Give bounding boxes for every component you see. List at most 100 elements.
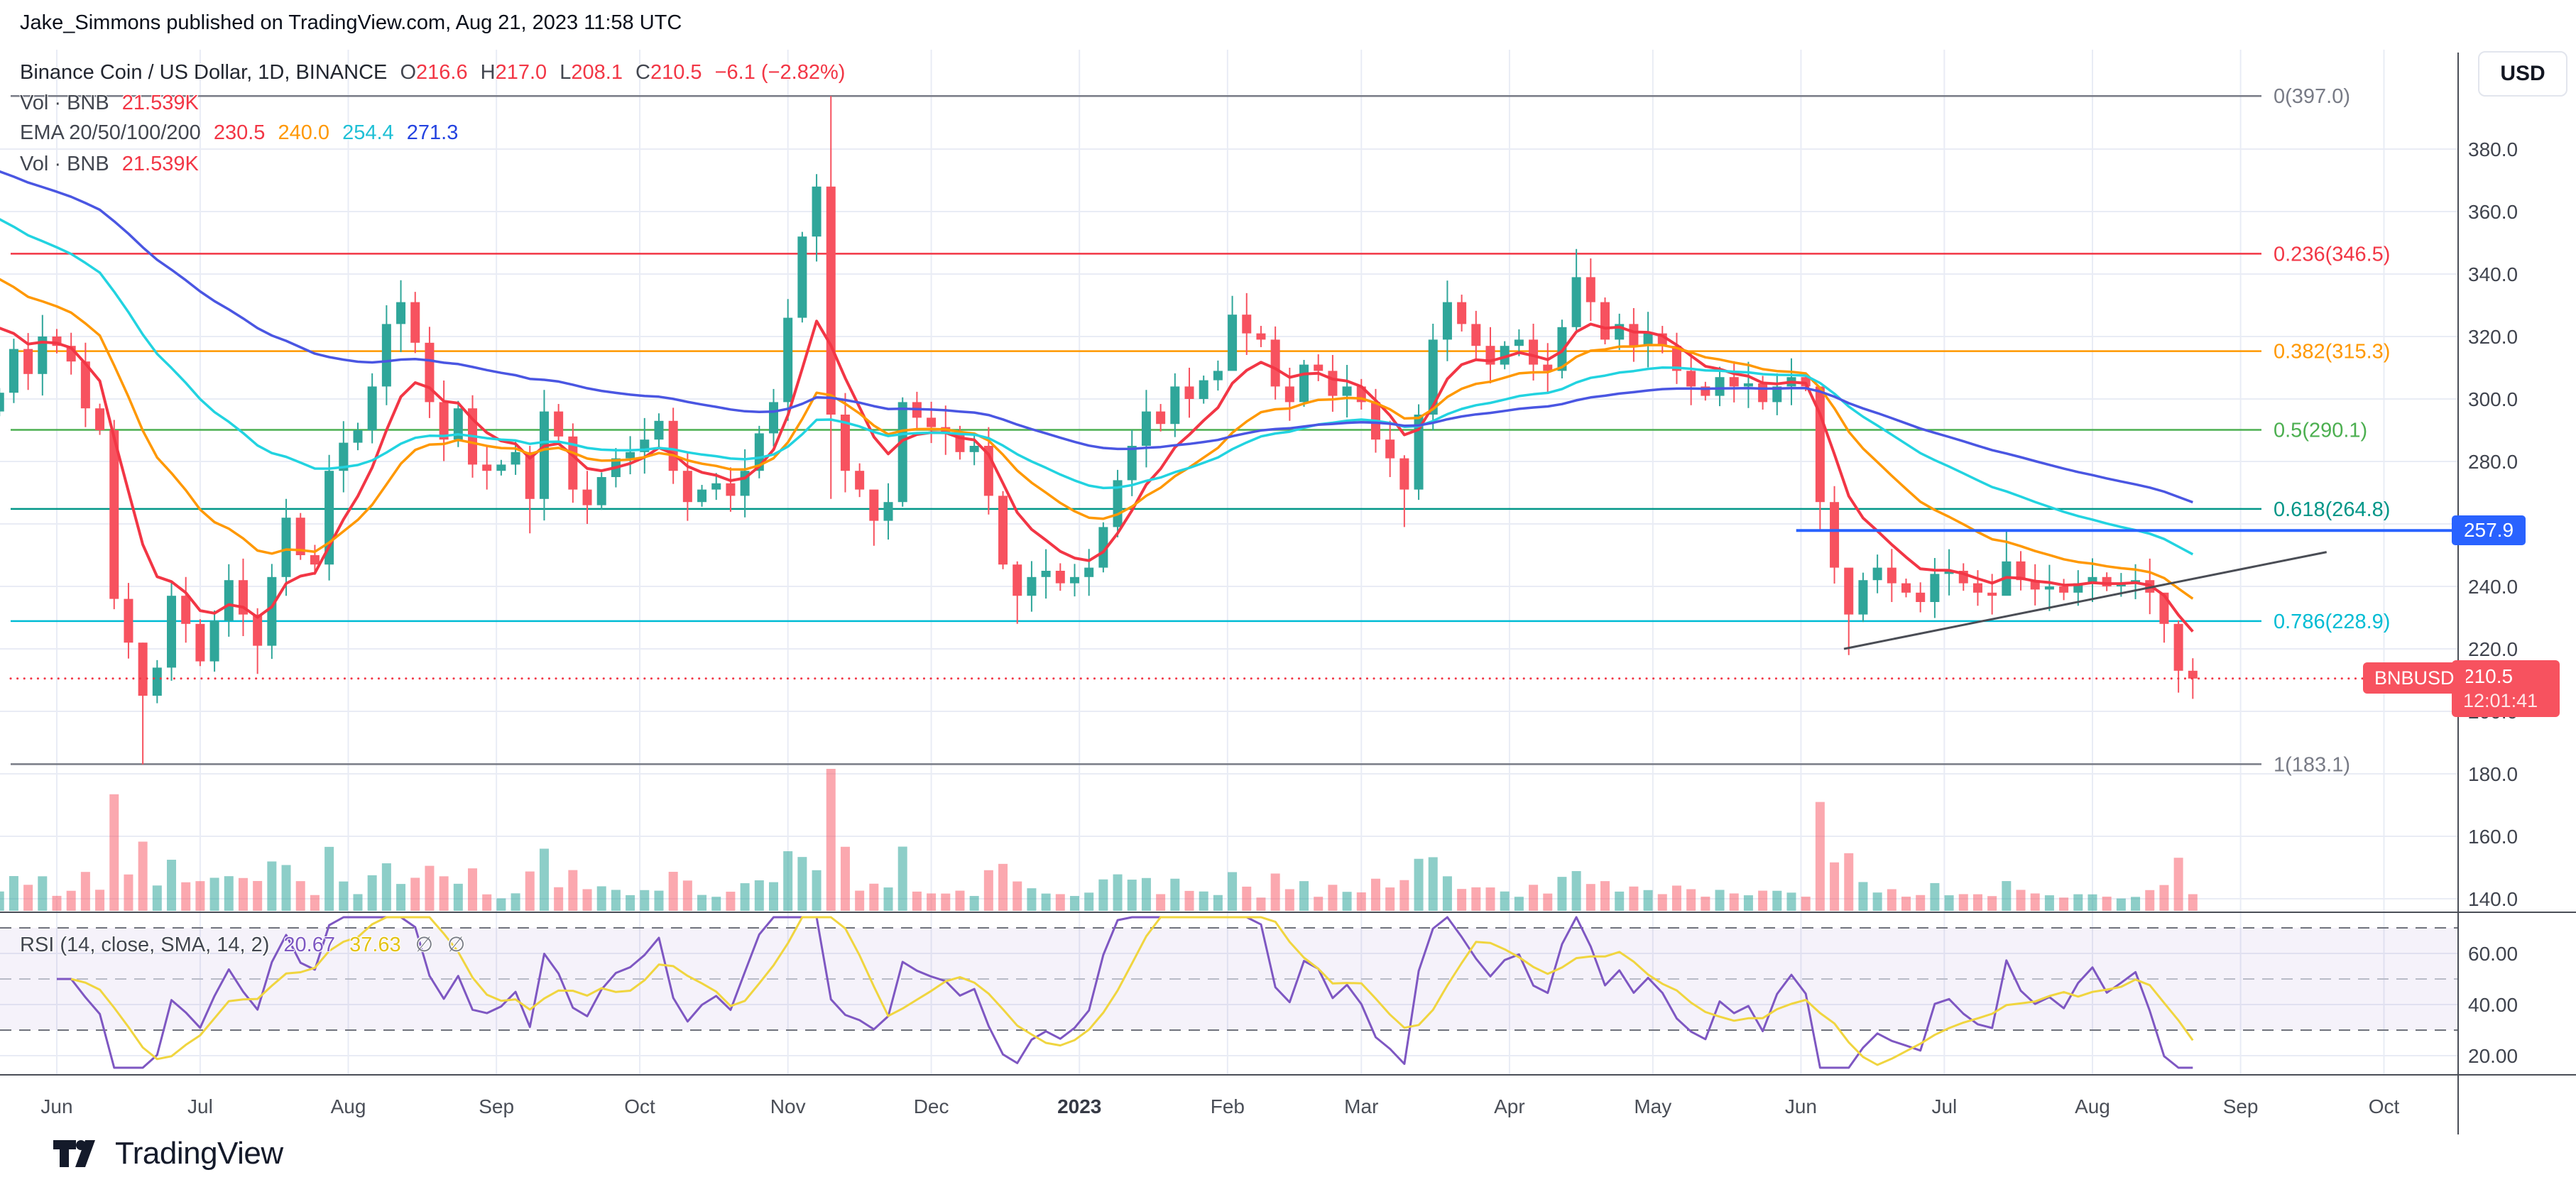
price-tick-label: 180.0 <box>2468 763 2518 785</box>
volume-legend-row: Vol · BNB 21.539K <box>20 92 206 115</box>
price-tick-label: 140.0 <box>2468 888 2518 910</box>
time-axis-label: Jun <box>40 1095 72 1117</box>
change-value: −6.1 (−2.82%) <box>714 61 846 84</box>
volume-value: 21.539K <box>121 92 199 114</box>
high-label: H <box>480 61 496 84</box>
open-label: O <box>400 61 416 84</box>
hline-price-value: 257.9 <box>2463 519 2514 541</box>
publish-header-text: Jake_Simmons published on TradingView.co… <box>20 11 682 34</box>
fib-level-label: 1(183.1) <box>2274 753 2350 776</box>
price-tick-label: 220.0 <box>2468 638 2518 660</box>
open-value: 216.6 <box>416 61 468 84</box>
time-axis-label: Oct <box>2369 1095 2400 1117</box>
symbol-legend-row: Binance Coin / US Dollar, 1D, BINANCE O2… <box>20 61 852 84</box>
ema-legend-row: EMA 20/50/100/200 230.5 240.0 254.4 271.… <box>20 121 465 145</box>
volume-series <box>0 769 2198 911</box>
candlestick-series[interactable] <box>0 96 2198 765</box>
trend-line <box>1843 551 2327 650</box>
time-axis[interactable]: Jun Jul Aug Sep Oct Nov Dec 2023 Feb Mar Apr May Jun… <box>40 1095 2399 1117</box>
volume-label: Vol · BNB <box>20 92 109 114</box>
fib-retracement: 0(397.0) 0.236(346.5) 0.382(315.3) 0.5(290.… <box>11 85 2390 776</box>
price-tick-label: 320.0 <box>2468 326 2518 348</box>
last-price-value: 210.5 <box>2463 665 2514 687</box>
price-line-symbol-text: BNBUSD <box>2374 667 2455 689</box>
hline-price-badge: 257.9 <box>2452 515 2526 545</box>
price-axis[interactable]: 380.0360.0340.0320.0300.0280.0260.0240.0… <box>2468 138 2518 1067</box>
fib-level-label: 0.5(290.1) <box>2274 420 2367 442</box>
price-line-symbol-badge: BNBUSD <box>2363 662 2466 694</box>
fib-level-label: 0(397.0) <box>2274 85 2350 108</box>
time-axis-label: Aug <box>331 1095 366 1117</box>
ema50-value: 240.0 <box>278 121 330 144</box>
price-tick-label: 360.0 <box>2468 201 2518 223</box>
rsi-band <box>0 927 2458 1031</box>
tradingview-logo-icon <box>53 1140 95 1167</box>
low-value: 208.1 <box>571 61 623 84</box>
tradingview-brand-text: TradingView <box>115 1136 283 1171</box>
volume2-label: Vol · BNB <box>20 153 109 175</box>
time-axis-label: Aug <box>2075 1095 2110 1117</box>
grid-lines <box>0 50 2458 1075</box>
rsi-tick-label: 20.00 <box>2468 1045 2518 1067</box>
rsi-sma-value: 37.63 <box>349 934 401 956</box>
drawings <box>9 529 2460 680</box>
ema-20-line <box>0 319 2194 633</box>
time-axis-label: Jul <box>1931 1095 1957 1117</box>
time-axis-label: May <box>1634 1095 1671 1117</box>
time-axis-label: Feb <box>1211 1095 1245 1117</box>
time-axis-label: Apr <box>1494 1095 1525 1117</box>
publish-header: Jake_Simmons published on TradingView.co… <box>20 11 682 35</box>
rsi-sma-line <box>70 916 2194 1066</box>
time-axis-label: Jul <box>187 1095 213 1117</box>
ema-label: EMA 20/50/100/200 <box>20 121 201 144</box>
price-tick-label: 380.0 <box>2468 138 2518 160</box>
price-tick-label: 280.0 <box>2468 451 2518 473</box>
time-axis-label: Sep <box>2223 1095 2259 1117</box>
last-price-badge: 210.5 12:01:41 <box>2452 660 2560 717</box>
price-tick-label: 240.0 <box>2468 576 2518 598</box>
ema-50-line <box>0 278 2194 600</box>
volume-legend-row-2: Vol · BNB 21.539K <box>20 153 206 176</box>
pane-separators <box>0 53 2576 1134</box>
rsi-lines <box>57 916 2194 1069</box>
tradingview-brand[interactable]: TradingView <box>53 1136 283 1171</box>
rsi-empty-2: ∅ <box>447 934 466 956</box>
bar-countdown: 12:01:41 <box>2463 690 2538 711</box>
time-axis-label: Jun <box>1785 1095 1817 1117</box>
time-axis-label: Oct <box>624 1095 655 1117</box>
high-value: 217.0 <box>495 61 547 84</box>
currency-toggle-label: USD <box>2500 62 2545 85</box>
rsi-line <box>57 916 2193 1069</box>
ema-100-line <box>0 218 2194 556</box>
time-axis-label: Dec <box>914 1095 949 1117</box>
time-axis-label: 2023 <box>1057 1095 1101 1117</box>
fib-level-label: 0.618(264.8) <box>2274 498 2390 521</box>
ema200-value: 271.3 <box>406 121 459 144</box>
price-tick-label: 160.0 <box>2468 826 2518 848</box>
fib-level-label: 0.382(315.3) <box>2274 341 2390 363</box>
ema20-value: 230.5 <box>213 121 266 144</box>
rsi-label: RSI (14, close, SMA, 14, 2) <box>20 934 270 956</box>
rsi-value: 20.67 <box>283 934 335 956</box>
rsi-legend-row: RSI (14, close, SMA, 14, 2) 20.67 37.63 … <box>20 932 474 957</box>
time-axis-label: Sep <box>479 1095 514 1117</box>
price-tick-label: 340.0 <box>2468 263 2518 285</box>
ema-200-line <box>0 170 2193 504</box>
ema100-value: 254.4 <box>342 121 394 144</box>
time-axis-label: Nov <box>770 1095 806 1117</box>
time-axis-label: Mar <box>1344 1095 1378 1117</box>
symbol-title: Binance Coin / US Dollar, 1D, BINANCE <box>20 61 388 84</box>
close-label: C <box>635 61 650 84</box>
fib-level-label: 0.236(346.5) <box>2274 243 2390 266</box>
close-value: 210.5 <box>650 61 702 84</box>
low-label: L <box>560 61 572 84</box>
price-tick-label: 300.0 <box>2468 388 2518 410</box>
rsi-tick-label: 40.00 <box>2468 994 2518 1016</box>
currency-toggle-button[interactable]: USD <box>2478 51 2567 97</box>
volume2-value: 21.539K <box>121 153 199 175</box>
rsi-empty-1: ∅ <box>415 934 433 956</box>
ema-lines <box>0 170 2194 633</box>
fib-level-label: 0.786(228.9) <box>2274 611 2390 633</box>
